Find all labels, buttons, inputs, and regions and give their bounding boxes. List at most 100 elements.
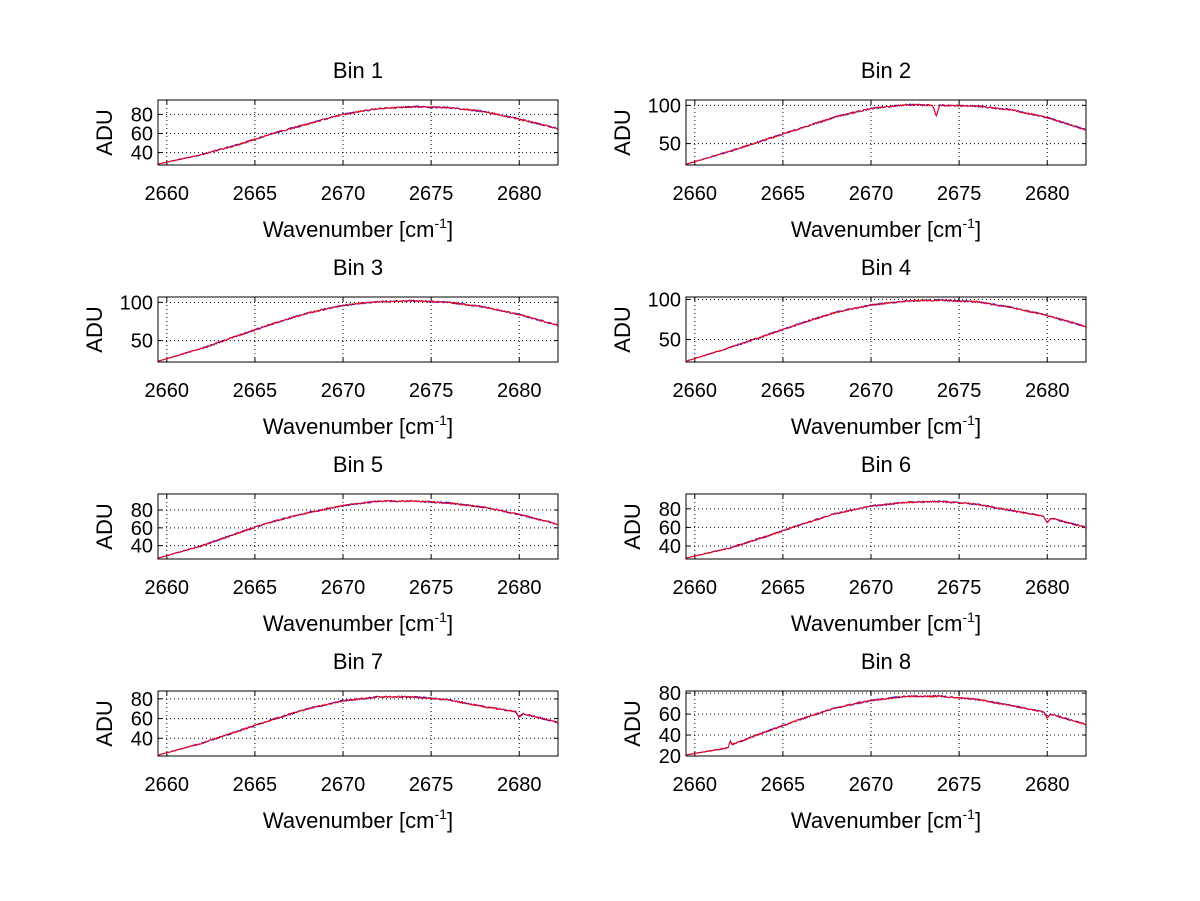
bin7-ytick-label-0: 40: [131, 728, 153, 750]
bin8-ytick-label-2: 60: [659, 704, 681, 726]
bin8-ylabel: ADU: [620, 700, 645, 746]
bin3-xtick-label-0: 2660: [145, 380, 190, 402]
bin1-title: Bin 1: [333, 58, 383, 83]
bin7-series-model: [158, 695, 558, 756]
bin2-xtick-label-1: 2665: [761, 183, 806, 205]
bin7-xtick-label-2: 2670: [321, 774, 366, 796]
bin3-series-model: [158, 299, 558, 362]
bin1-ylabel: ADU: [92, 109, 117, 155]
bin2-title: Bin 2: [861, 58, 911, 83]
bin1-axes-box: [157, 99, 559, 166]
bin7-xlabel-suffix: ]: [447, 808, 453, 833]
bin2-panel: 2660 2665 2670 2675 2680 50 100 Bin 2 Wavenumber…: [610, 58, 1087, 242]
bin5-xtick-label-4: 2680: [497, 577, 542, 599]
bin6-xtick-label-1: 2665: [761, 577, 806, 599]
bin6-ytick-label-0: 40: [659, 536, 681, 558]
bin1-xtick-label-3: 2675: [409, 183, 454, 205]
bin4-axes-box: [685, 296, 1087, 363]
bin4-xlabel-sup: -1: [963, 412, 976, 428]
bin1-series-model: [158, 105, 558, 165]
bin5-xlabel: Wavenumber [cm-1]: [263, 609, 453, 636]
bin6-xtick-label-2: 2670: [849, 577, 894, 599]
bin1-xtick-label-0: 2660: [145, 183, 190, 205]
bin7-ylabel: ADU: [92, 700, 117, 746]
bin7-xlabel: Wavenumber [cm-1]: [263, 806, 453, 833]
bin2-xlabel: Wavenumber [cm-1]: [791, 215, 981, 242]
bin7-xtick-label-1: 2665: [233, 774, 278, 796]
bin6-xlabel-sup: -1: [963, 609, 976, 625]
bin3-xtick-label-3: 2675: [409, 380, 454, 402]
bin2-xlabel-suffix: ]: [975, 217, 981, 242]
bin3-title: Bin 3: [333, 255, 383, 280]
bin8-title: Bin 8: [861, 649, 911, 674]
bin7-title: Bin 7: [333, 649, 383, 674]
bin3-xtick-label-2: 2670: [321, 380, 366, 402]
bin6-ytick-label-2: 80: [659, 499, 681, 521]
bin5-title: Bin 5: [333, 452, 383, 477]
bin5-ytick-label-0: 40: [131, 536, 153, 558]
bin6-xtick-label-3: 2675: [937, 577, 982, 599]
bin1-ytick-label-2: 80: [131, 104, 153, 126]
bin7-xtick-label-0: 2660: [145, 774, 190, 796]
bin3-xtick-label-4: 2680: [497, 380, 542, 402]
bin3-xlabel-suffix: ]: [447, 414, 453, 439]
bin1-xlabel-suffix: ]: [447, 217, 453, 242]
bin8-xlabel-suffix: ]: [975, 808, 981, 833]
bin8-axes-box: [685, 690, 1087, 757]
bin4-xlabel-main: Wavenumber [cm: [791, 414, 963, 439]
bin4-title: Bin 4: [861, 255, 911, 280]
bin7-xlabel-main: Wavenumber [cm: [263, 808, 435, 833]
bin5-xlabel-sup: -1: [435, 609, 448, 625]
bin1-ytick-label-1: 60: [131, 123, 153, 145]
bin1-xtick-label-2: 2670: [321, 183, 366, 205]
bin4-ylabel: ADU: [610, 306, 635, 352]
bin6-xlabel-main: Wavenumber [cm: [791, 611, 963, 636]
bin5-series-model: [158, 499, 558, 559]
bin7-xlabel-sup: -1: [435, 806, 448, 822]
bin5-xtick-label-0: 2660: [145, 577, 190, 599]
bin3-panel: 2660 2665 2670 2675 2680 50 100 Bin 3 Wavenumber…: [82, 255, 559, 439]
bin2-series-model: [686, 103, 1086, 165]
bin7-ytick-label-1: 60: [131, 709, 153, 731]
bin6-ylabel: ADU: [620, 503, 645, 549]
bin2-ylabel: ADU: [610, 109, 635, 155]
bin2-ytick-label-0: 50: [659, 134, 681, 156]
bin3-axes-box: [157, 296, 559, 363]
bin7-ytick-label-2: 80: [131, 689, 153, 711]
bin5-ylabel: ADU: [92, 503, 117, 549]
bin4-ytick-label-1: 100: [648, 289, 681, 311]
bin4-xtick-label-4: 2680: [1025, 380, 1070, 402]
bin2-xlabel-main: Wavenumber [cm: [791, 217, 963, 242]
bin7-axes-box: [157, 690, 559, 757]
bin6-title: Bin 6: [861, 452, 911, 477]
bin4-xtick-label-3: 2675: [937, 380, 982, 402]
bin5-axes-box: [157, 493, 559, 560]
bin8-xtick-label-3: 2675: [937, 774, 982, 796]
bin4-xlabel-suffix: ]: [975, 414, 981, 439]
bin6-xlabel: Wavenumber [cm-1]: [791, 609, 981, 636]
bin8-ytick-label-0: 20: [659, 746, 681, 768]
bin1-xtick-label-1: 2665: [233, 183, 278, 205]
bin1-xlabel-main: Wavenumber [cm: [263, 217, 435, 242]
bin2-xtick-label-4: 2680: [1025, 183, 1070, 205]
bin8-xlabel: Wavenumber [cm-1]: [791, 806, 981, 833]
bin8-ytick-label-1: 40: [659, 725, 681, 747]
bin8-xtick-label-4: 2680: [1025, 774, 1070, 796]
bin8-xtick-label-1: 2665: [761, 774, 806, 796]
bin4-panel: 2660 2665 2670 2675 2680 50 100 Bin 4 Wavenumber…: [610, 255, 1087, 439]
bin3-xlabel-sup: -1: [435, 412, 448, 428]
bin8-series-model: [686, 694, 1086, 756]
bin3-xtick-label-1: 2665: [233, 380, 278, 402]
bin3-xlabel: Wavenumber [cm-1]: [263, 412, 453, 439]
bin8-xlabel-main: Wavenumber [cm: [791, 808, 963, 833]
bin4-xlabel: Wavenumber [cm-1]: [791, 412, 981, 439]
bin5-xtick-label-1: 2665: [233, 577, 278, 599]
bin2-xtick-label-0: 2660: [673, 183, 718, 205]
bin3-ytick-label-1: 100: [120, 292, 153, 314]
bin8-ytick-label-3: 80: [659, 683, 681, 705]
bin2-ytick-label-1: 100: [648, 95, 681, 117]
bin6-xlabel-suffix: ]: [975, 611, 981, 636]
